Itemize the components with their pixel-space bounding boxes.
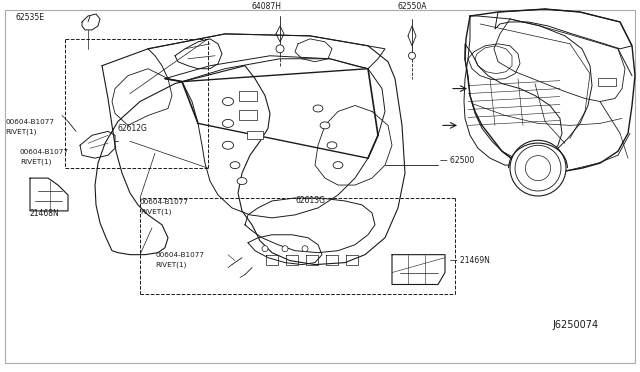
Circle shape — [262, 246, 268, 252]
Circle shape — [282, 246, 288, 252]
Text: J6250074: J6250074 — [552, 320, 598, 330]
Text: — 21469N: — 21469N — [450, 256, 490, 264]
Circle shape — [515, 145, 561, 191]
Text: RIVET(1): RIVET(1) — [140, 208, 172, 215]
Text: — 62500: — 62500 — [440, 156, 474, 165]
Ellipse shape — [223, 97, 234, 106]
Text: 64087H: 64087H — [252, 2, 282, 11]
Text: 00604-B1077: 00604-B1077 — [5, 119, 54, 125]
Circle shape — [510, 140, 566, 196]
Ellipse shape — [327, 142, 337, 149]
Text: 62550A: 62550A — [398, 2, 428, 11]
Circle shape — [408, 52, 415, 59]
Text: RIVET(1): RIVET(1) — [20, 158, 51, 165]
Ellipse shape — [333, 162, 343, 169]
Text: 62613G: 62613G — [295, 196, 325, 205]
Circle shape — [302, 246, 308, 252]
Ellipse shape — [223, 119, 234, 127]
Text: RIVET(1): RIVET(1) — [155, 261, 186, 267]
Text: RIVET(1): RIVET(1) — [5, 129, 36, 135]
Circle shape — [276, 45, 284, 53]
Text: 62612G: 62612G — [118, 124, 148, 133]
Ellipse shape — [223, 141, 234, 149]
Text: 62535E: 62535E — [15, 13, 44, 22]
Ellipse shape — [237, 177, 247, 185]
Text: 00604-B1077: 00604-B1077 — [155, 251, 204, 258]
Circle shape — [525, 155, 550, 181]
Bar — [247, 131, 263, 139]
Ellipse shape — [320, 122, 330, 129]
Ellipse shape — [230, 162, 240, 169]
Text: 00604-B1077: 00604-B1077 — [140, 199, 189, 205]
Ellipse shape — [313, 105, 323, 112]
Bar — [598, 78, 616, 86]
Bar — [239, 110, 257, 121]
Text: 21468N: 21468N — [30, 209, 60, 218]
Bar — [239, 90, 257, 100]
Text: 00604-B1077: 00604-B1077 — [20, 149, 69, 155]
